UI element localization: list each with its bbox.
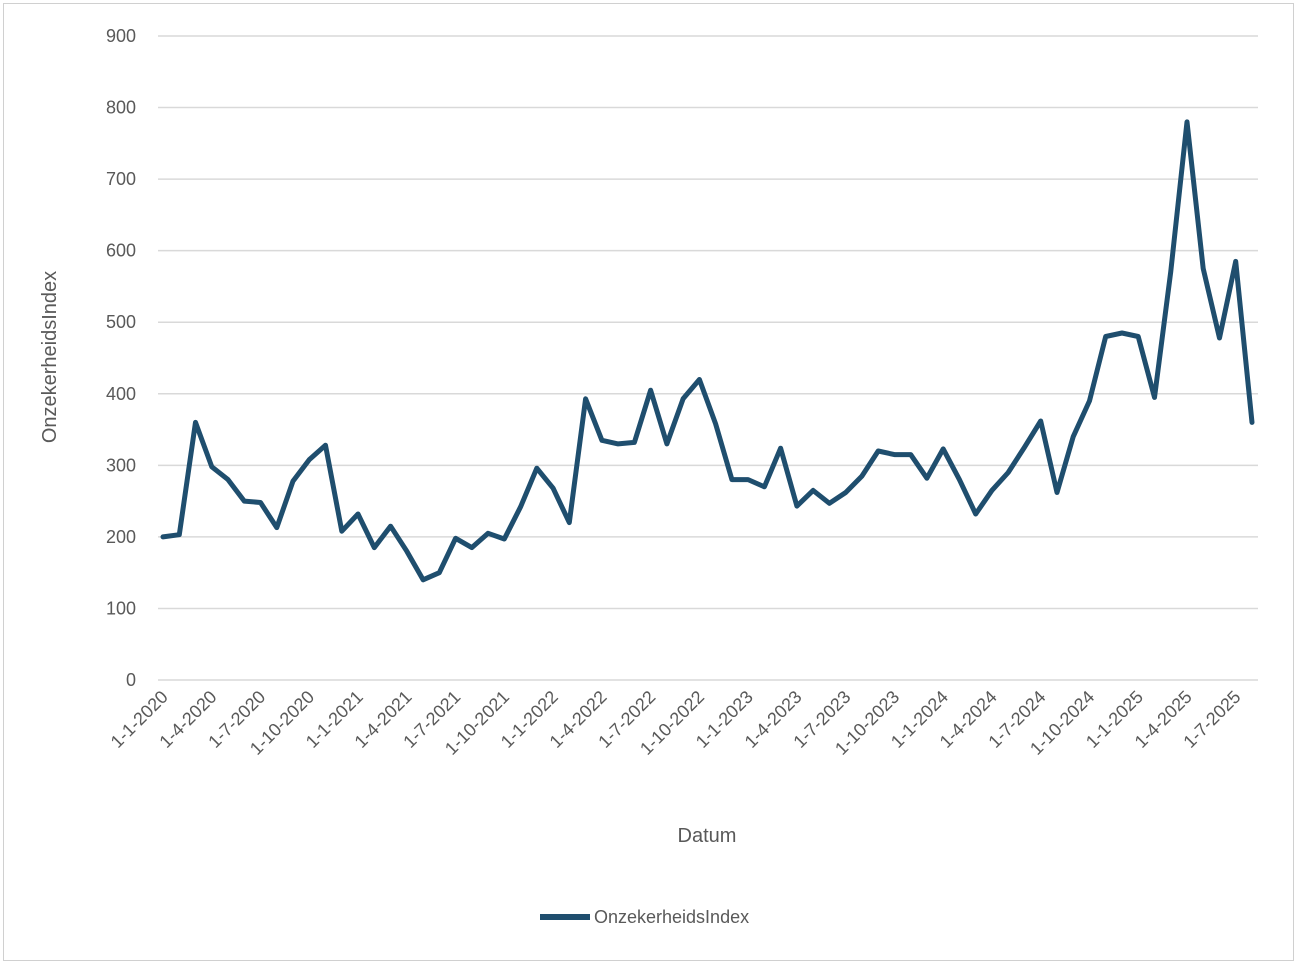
data-point bbox=[729, 477, 734, 482]
data-point bbox=[1087, 398, 1092, 403]
data-point bbox=[1152, 395, 1157, 400]
data-point bbox=[1071, 434, 1076, 439]
data-point bbox=[404, 549, 409, 554]
data-point bbox=[567, 520, 572, 525]
data-point bbox=[1233, 259, 1238, 264]
data-point bbox=[421, 577, 426, 582]
series-line-onzekerheidsindex bbox=[160, 119, 1255, 583]
data-point bbox=[242, 499, 247, 504]
data-point bbox=[941, 446, 946, 451]
data-point bbox=[1038, 418, 1043, 423]
y-tick-label: 300 bbox=[106, 455, 136, 475]
data-point bbox=[226, 477, 231, 482]
x-axis-ticks: 1-1-20201-4-20201-7-20201-10-20201-1-202… bbox=[107, 687, 1245, 759]
data-point bbox=[502, 537, 507, 542]
data-point bbox=[811, 488, 816, 493]
gridlines bbox=[158, 35, 1258, 681]
y-tick-label: 0 bbox=[126, 670, 136, 690]
data-point bbox=[843, 490, 848, 495]
series-layer bbox=[160, 119, 1255, 583]
data-point bbox=[388, 524, 393, 529]
data-point bbox=[664, 441, 669, 446]
data-point bbox=[908, 452, 913, 457]
data-point bbox=[356, 511, 361, 516]
data-point bbox=[1250, 420, 1254, 425]
legend-label: OnzekerheidsIndex bbox=[594, 907, 749, 927]
data-point bbox=[957, 477, 962, 482]
y-tick-label: 700 bbox=[106, 169, 136, 189]
data-point bbox=[534, 466, 539, 471]
data-point bbox=[307, 457, 312, 462]
data-point bbox=[583, 396, 588, 401]
data-point bbox=[1022, 445, 1027, 450]
data-point bbox=[291, 479, 296, 484]
data-point bbox=[827, 501, 832, 506]
data-point bbox=[453, 536, 458, 541]
data-point bbox=[1184, 119, 1189, 124]
data-point bbox=[697, 377, 702, 382]
chart-frame bbox=[3, 3, 1294, 961]
data-point bbox=[989, 488, 994, 493]
data-point bbox=[648, 388, 653, 393]
data-point bbox=[209, 464, 214, 469]
y-tick-label: 400 bbox=[106, 384, 136, 404]
data-point bbox=[973, 511, 978, 516]
data-point bbox=[177, 532, 182, 537]
data-point bbox=[161, 534, 165, 539]
y-tick-label: 500 bbox=[106, 312, 136, 332]
data-point bbox=[469, 545, 474, 550]
data-point bbox=[794, 504, 799, 509]
data-point bbox=[274, 525, 279, 530]
x-axis-title: Datum bbox=[678, 825, 737, 847]
data-point bbox=[859, 474, 864, 479]
data-point bbox=[616, 441, 621, 446]
data-point bbox=[1054, 490, 1059, 495]
data-point bbox=[876, 449, 881, 454]
data-point bbox=[1168, 270, 1173, 275]
data-point bbox=[1136, 334, 1141, 339]
data-point bbox=[518, 504, 523, 509]
data-point bbox=[762, 484, 767, 489]
data-point bbox=[892, 452, 897, 457]
y-axis-title: OnzekerheidsIndex bbox=[39, 271, 61, 443]
data-point bbox=[713, 421, 718, 426]
data-point bbox=[1006, 470, 1011, 475]
data-point bbox=[599, 438, 604, 443]
y-tick-label: 200 bbox=[106, 527, 136, 547]
data-point bbox=[1119, 330, 1124, 335]
y-tick-label: 900 bbox=[106, 26, 136, 46]
data-point bbox=[924, 476, 929, 481]
y-axis-ticks: 0 100 200 300 400 500 600 700 800 900 bbox=[106, 26, 136, 690]
data-point bbox=[486, 531, 491, 536]
y-tick-label: 100 bbox=[106, 598, 136, 618]
data-point bbox=[632, 440, 637, 445]
legend: OnzekerheidsIndex bbox=[540, 907, 749, 927]
data-point bbox=[323, 443, 328, 448]
data-point bbox=[681, 396, 686, 401]
data-point bbox=[746, 477, 751, 482]
data-point bbox=[193, 420, 198, 425]
data-point bbox=[258, 500, 263, 505]
data-point bbox=[778, 446, 783, 451]
y-tick-label: 800 bbox=[106, 98, 136, 118]
data-point bbox=[1201, 266, 1206, 271]
data-point bbox=[1217, 335, 1222, 340]
data-point bbox=[372, 545, 377, 550]
data-point bbox=[551, 486, 556, 491]
data-point bbox=[437, 570, 442, 575]
y-tick-label: 600 bbox=[106, 241, 136, 261]
data-point bbox=[339, 529, 344, 534]
data-point bbox=[1103, 334, 1108, 339]
